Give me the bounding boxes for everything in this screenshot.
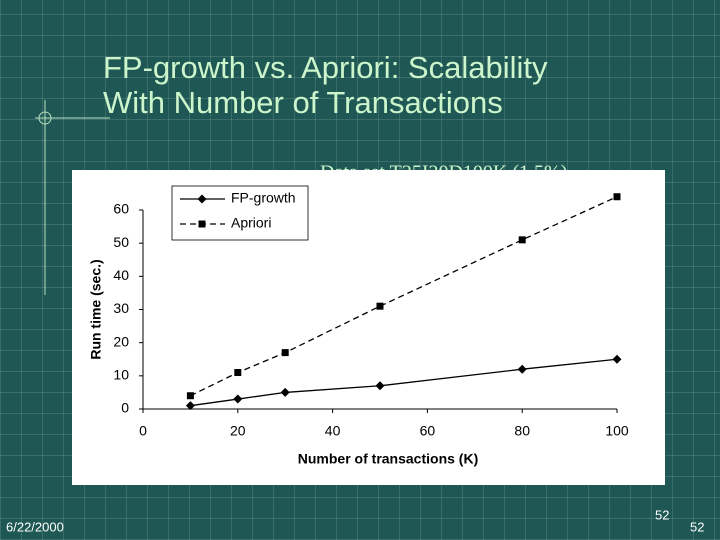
y-axis-label: Run time (sec.)	[88, 259, 104, 359]
marker	[234, 369, 242, 377]
marker	[376, 302, 384, 310]
marker	[517, 364, 527, 374]
marker	[518, 236, 526, 244]
x-tick-label: 80	[514, 423, 530, 439]
series-line	[190, 358, 618, 407]
legend-marker	[198, 220, 206, 228]
legend-label: FP-growth	[231, 190, 296, 206]
x-tick-label: 100	[605, 423, 629, 439]
marker	[280, 387, 290, 397]
legend-box	[171, 185, 309, 241]
x-tick-label: 60	[420, 423, 436, 439]
y-tick-label: 10	[113, 367, 129, 383]
marker	[186, 392, 194, 400]
chart-background	[72, 170, 665, 485]
marker	[185, 401, 195, 411]
marker	[613, 193, 621, 201]
y-tick-label: 50	[113, 234, 129, 250]
page-number: 52	[690, 519, 704, 534]
y-tick-label: 30	[113, 300, 129, 316]
page-number: 52	[655, 507, 669, 522]
y-tick-label: 60	[113, 201, 129, 217]
decor-circle	[38, 111, 52, 125]
x-tick-label: 40	[325, 423, 341, 439]
y-tick-label: 0	[121, 400, 129, 416]
slide-title: FP-growth vs. Apriori: Scalability	[103, 50, 548, 85]
legend-marker	[197, 194, 207, 204]
x-tick-label: 0	[139, 423, 147, 439]
y-tick-label: 40	[113, 267, 129, 283]
x-tick-label: 20	[230, 423, 246, 439]
series-line	[190, 196, 618, 397]
legend-label: Apriori	[231, 215, 271, 231]
marker	[281, 349, 289, 357]
marker	[233, 394, 243, 404]
date: 6/22/2000	[6, 519, 64, 534]
marker	[375, 381, 385, 391]
x-axis-label: Number of transactions (K)	[298, 451, 478, 467]
slide-title: With Number of Transactions	[103, 85, 503, 120]
chart: 0 10 20 30 40 50 60 0 20 40 60 80 100 Number of trans…	[88, 185, 629, 467]
marker	[612, 354, 622, 364]
y-tick-label: 20	[113, 333, 129, 349]
